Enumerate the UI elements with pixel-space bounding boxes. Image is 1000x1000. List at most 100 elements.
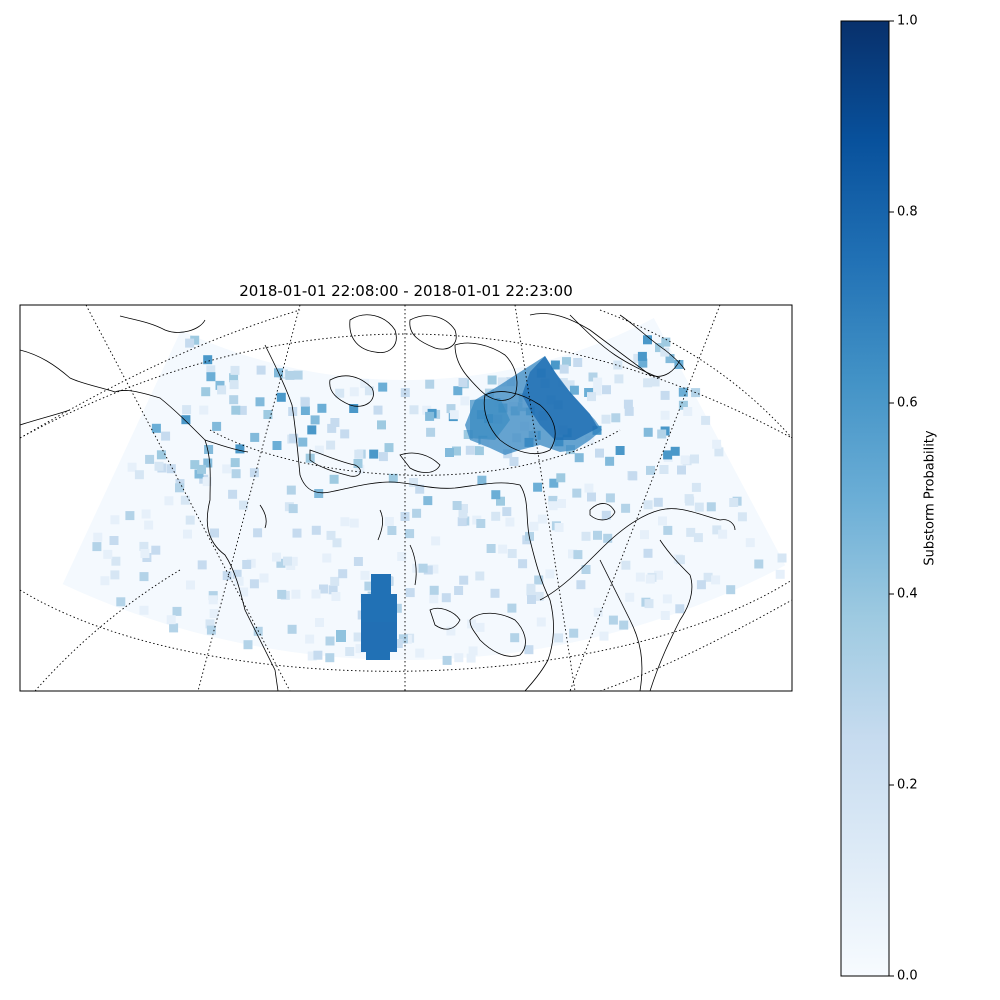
probability-cell xyxy=(452,446,461,456)
probability-cell xyxy=(660,410,670,420)
probability-cell xyxy=(646,465,655,475)
probability-cell xyxy=(349,387,359,397)
probability-cell xyxy=(291,589,301,599)
probability-cell xyxy=(116,597,126,607)
probability-cell xyxy=(507,603,517,613)
probability-cell xyxy=(619,620,629,630)
probability-cell xyxy=(190,460,200,470)
probability-cell xyxy=(259,573,269,583)
probability-cell xyxy=(474,446,484,456)
probability-cell xyxy=(185,338,195,348)
probability-cell xyxy=(249,579,259,589)
probability-cell xyxy=(412,508,422,518)
probability-cell xyxy=(409,405,419,415)
probability-cell xyxy=(205,619,215,629)
probability-cell xyxy=(328,585,338,595)
probability-cell xyxy=(602,385,611,395)
probability-cell xyxy=(441,593,451,603)
probability-cell xyxy=(453,386,463,396)
graticule xyxy=(20,305,792,691)
colorbar-tick-label: 0.4 xyxy=(897,586,918,602)
probability-cell xyxy=(729,498,739,507)
probability-cell xyxy=(231,405,241,415)
probability-cell xyxy=(166,464,176,474)
probability-cell xyxy=(229,380,239,390)
probability-cell xyxy=(319,584,328,594)
probability-cell xyxy=(562,357,571,367)
probability-cell xyxy=(684,494,694,504)
probability-cell xyxy=(476,519,486,528)
probability-cell xyxy=(161,431,171,441)
probability-cell xyxy=(593,377,603,387)
probability-cell xyxy=(486,544,496,553)
probability-cell xyxy=(423,496,433,506)
probability-cell xyxy=(587,392,596,402)
probability-cell xyxy=(581,565,591,574)
probability-cell xyxy=(703,572,713,582)
probability-cell xyxy=(558,378,568,387)
probability-cell xyxy=(599,631,609,641)
probability-cell xyxy=(166,615,176,625)
probability-cell xyxy=(164,496,174,506)
probability-cell xyxy=(314,489,324,498)
probability-cell xyxy=(400,388,410,398)
probability-cell xyxy=(186,580,195,590)
probability-cell xyxy=(745,538,755,548)
probability-cell xyxy=(548,501,558,511)
hotspot-hudson-strait xyxy=(465,356,602,455)
probability-cell xyxy=(680,455,690,465)
probability-cell xyxy=(194,469,204,479)
probability-cell xyxy=(400,512,410,521)
probability-cell xyxy=(635,572,645,582)
probability-cell xyxy=(614,374,624,384)
probability-cell xyxy=(384,517,394,526)
probability-cell xyxy=(212,421,222,431)
map-frame xyxy=(19,304,793,692)
probability-cell xyxy=(712,439,722,449)
probability-cell xyxy=(534,591,544,601)
probability-cell xyxy=(330,576,340,586)
probability-cell xyxy=(144,520,154,530)
probability-cell xyxy=(655,343,664,353)
probability-cell xyxy=(446,404,456,414)
probability-cell xyxy=(197,464,206,474)
probability-cell xyxy=(711,575,721,585)
probability-cell xyxy=(628,471,638,481)
probability-cell xyxy=(364,386,374,396)
probability-cell xyxy=(603,533,613,543)
map-area[interactable] xyxy=(20,305,792,691)
probability-cell xyxy=(353,632,363,642)
probability-cell xyxy=(311,525,321,535)
probability-cell xyxy=(100,576,110,586)
probability-cell xyxy=(125,511,135,521)
probability-cell xyxy=(272,552,281,562)
probability-cell xyxy=(775,569,785,579)
probability-cell xyxy=(573,550,583,560)
probability-cell xyxy=(398,634,408,644)
probability-cell xyxy=(621,503,631,513)
probability-cell xyxy=(263,410,273,419)
probability-cell xyxy=(425,379,435,389)
probability-cell xyxy=(329,474,339,484)
colorbar-tick-label: 1.0 xyxy=(897,13,918,29)
probability-cell xyxy=(644,599,654,609)
probability-cell xyxy=(185,515,195,525)
probability-cell xyxy=(637,351,647,361)
probability-cell xyxy=(243,640,253,650)
probability-cell xyxy=(239,500,248,510)
probability-cell xyxy=(701,415,711,425)
probability-cell xyxy=(613,360,623,370)
probability-cell xyxy=(621,560,631,570)
probability-cell xyxy=(373,405,383,415)
probability-cell xyxy=(475,622,485,632)
probability-cell xyxy=(663,450,673,460)
probability-cell xyxy=(180,495,190,505)
probability-cell xyxy=(754,559,764,569)
probability-cell xyxy=(605,456,615,466)
probability-cell xyxy=(527,595,536,604)
probability-cell xyxy=(206,365,216,375)
probability-cell xyxy=(576,580,586,590)
probability-cell xyxy=(691,482,701,492)
probability-cell xyxy=(111,556,121,566)
